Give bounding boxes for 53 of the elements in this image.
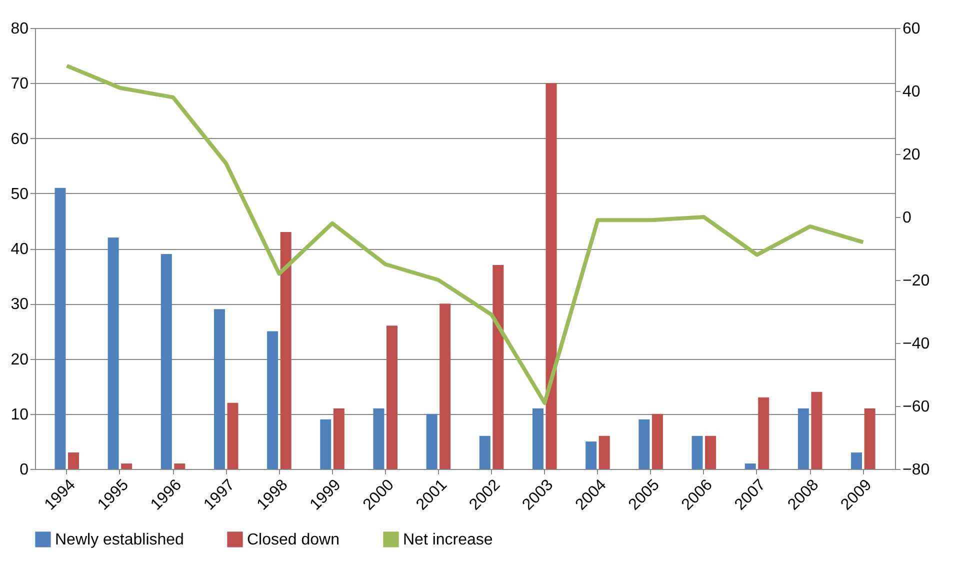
bar <box>546 83 557 469</box>
bar <box>320 419 332 469</box>
y2-tick-label: −80 <box>902 462 930 478</box>
bar <box>532 408 544 469</box>
legend-label: Closed down <box>247 531 340 548</box>
bar <box>586 441 597 469</box>
y-tick-label: 40 <box>10 241 29 258</box>
bar <box>798 408 809 469</box>
bar <box>851 452 862 469</box>
bar <box>214 309 225 469</box>
y-tick-label: 60 <box>10 130 29 148</box>
bar <box>333 408 344 469</box>
bar <box>108 237 119 469</box>
bar <box>160 254 172 469</box>
y-tick-label: 80 <box>10 20 29 38</box>
y2-tick-label: −20 <box>902 272 930 290</box>
bar <box>598 436 610 469</box>
bar <box>280 232 292 469</box>
bar <box>758 397 770 469</box>
y-tick-label: 30 <box>10 296 29 314</box>
bar <box>811 392 822 469</box>
y2-tick-label: 60 <box>902 20 920 38</box>
bar <box>54 188 66 469</box>
y2-tick-label: 20 <box>902 146 920 164</box>
line-series <box>64 64 866 405</box>
bar <box>705 436 716 469</box>
legend-label: Newly established <box>55 531 184 548</box>
y-tick-label: 50 <box>10 186 29 203</box>
y-tick-label: 70 <box>10 76 29 93</box>
bar <box>864 408 876 469</box>
bar <box>68 452 79 469</box>
y2-tick-label: −60 <box>902 398 930 416</box>
bar <box>652 414 663 469</box>
y2-tick-label: 0 <box>902 210 912 226</box>
bar <box>227 402 238 469</box>
y-tick-label: 20 <box>10 351 29 368</box>
bar <box>426 414 438 469</box>
bar <box>479 436 490 469</box>
bar <box>638 419 650 469</box>
y-tick-label: 10 <box>10 406 29 424</box>
y2-tick-label: −40 <box>902 336 930 352</box>
bar <box>744 463 756 469</box>
bar <box>492 265 504 469</box>
legend-label: Net increase <box>403 531 493 548</box>
bar <box>373 408 384 469</box>
y-tick-label: 0 <box>20 462 29 478</box>
y2-tick-label: 40 <box>902 84 920 100</box>
bar <box>692 436 703 469</box>
bar <box>440 304 451 469</box>
bar <box>174 463 186 469</box>
bar <box>267 331 278 469</box>
bar <box>386 326 398 469</box>
bar <box>121 463 132 469</box>
